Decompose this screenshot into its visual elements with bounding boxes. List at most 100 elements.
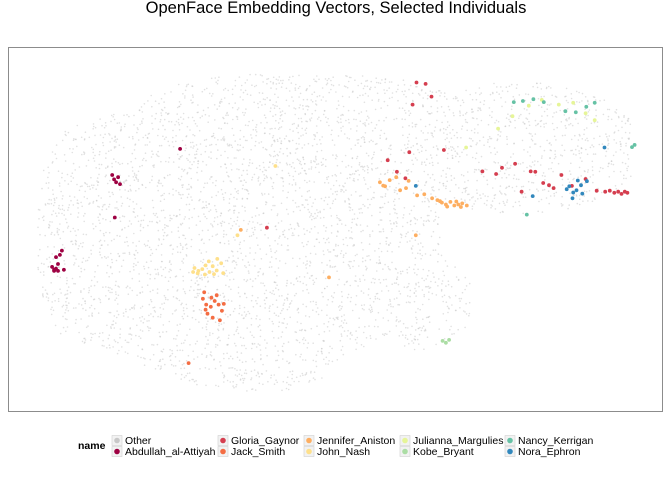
other-point [97, 195, 100, 197]
other-point [200, 252, 203, 254]
other-point [393, 169, 395, 172]
other-point [235, 191, 238, 193]
other-point [94, 154, 96, 157]
other-point [235, 263, 238, 266]
other-point [325, 226, 328, 229]
other-point [146, 325, 149, 328]
other-point [178, 209, 181, 211]
other-point [287, 191, 290, 194]
other-point [316, 131, 318, 134]
other-point [97, 216, 99, 219]
other-point [543, 188, 546, 191]
data-point [407, 150, 412, 155]
other-point [295, 292, 298, 295]
other-point [223, 198, 225, 201]
other-point [99, 301, 102, 304]
other-point [408, 124, 410, 127]
other-point [417, 281, 420, 284]
other-point [475, 143, 478, 146]
other-point [552, 170, 554, 173]
other-point [75, 243, 77, 246]
other-point [379, 219, 382, 221]
other-point [422, 97, 425, 99]
other-point [379, 206, 381, 209]
other-point [328, 196, 330, 198]
other-point [446, 180, 449, 183]
other-point [372, 196, 374, 199]
other-point [268, 318, 271, 320]
other-point [468, 137, 471, 140]
other-point [227, 114, 229, 116]
other-point [256, 315, 258, 317]
other-point [225, 284, 227, 287]
other-point [570, 93, 573, 95]
other-point [149, 278, 151, 280]
other-point [259, 168, 262, 171]
other-point [338, 104, 340, 106]
other-point [313, 160, 315, 162]
other-point [461, 291, 464, 294]
other-point [109, 134, 111, 136]
other-point [64, 160, 67, 162]
other-point [425, 181, 427, 184]
other-point [511, 186, 514, 189]
other-point [550, 144, 552, 146]
other-point [340, 250, 343, 252]
other-point [300, 353, 302, 356]
other-point [612, 163, 615, 166]
other-point [281, 120, 284, 122]
other-point [217, 264, 219, 266]
other-point [454, 150, 457, 152]
other-point [160, 367, 162, 369]
other-point [601, 143, 604, 145]
other-point [565, 87, 568, 90]
other-point [326, 121, 328, 123]
other-point [537, 190, 539, 192]
other-point [249, 331, 252, 333]
other-point [276, 159, 278, 161]
other-point [252, 231, 254, 234]
other-point [145, 186, 147, 189]
other-point [73, 262, 76, 264]
other-point [253, 226, 256, 229]
other-point [81, 245, 84, 248]
other-point [193, 358, 195, 360]
other-point [527, 93, 530, 96]
other-point [509, 121, 512, 123]
other-point [299, 172, 302, 174]
other-point [430, 193, 432, 195]
other-point [336, 254, 339, 257]
other-point [188, 167, 191, 169]
other-point [150, 94, 152, 97]
other-point [415, 137, 418, 139]
other-point [570, 162, 572, 165]
other-point [433, 130, 436, 132]
legend-label: Jennifer_Aniston [317, 435, 395, 447]
other-point [159, 335, 161, 338]
other-point [255, 124, 258, 126]
other-point [219, 294, 222, 297]
other-point [446, 305, 449, 308]
legend-marker [220, 448, 226, 455]
other-point [313, 138, 316, 140]
other-point [392, 172, 394, 174]
other-point [167, 280, 170, 283]
other-point [48, 223, 50, 226]
other-point [434, 211, 437, 214]
other-point [467, 171, 469, 173]
other-point [367, 188, 369, 190]
other-point [38, 218, 40, 220]
other-point [151, 115, 153, 117]
other-point [464, 276, 467, 279]
other-point [355, 348, 357, 351]
other-point [263, 174, 266, 176]
other-point [561, 144, 563, 147]
other-point [258, 324, 261, 327]
other-point [233, 342, 236, 345]
other-point [191, 199, 193, 201]
data-point [511, 100, 516, 104]
other-point [269, 291, 272, 294]
other-point [295, 278, 298, 280]
other-point [493, 147, 496, 149]
other-point [192, 96, 194, 98]
